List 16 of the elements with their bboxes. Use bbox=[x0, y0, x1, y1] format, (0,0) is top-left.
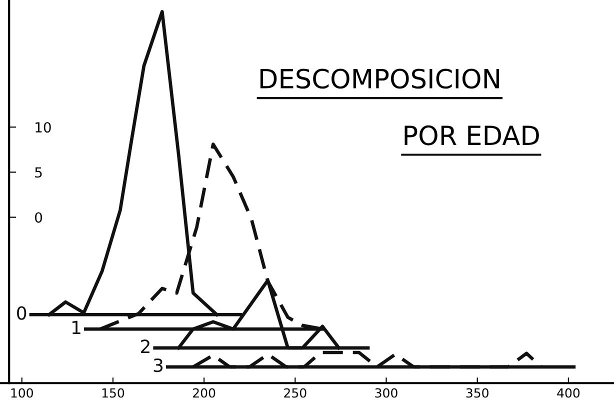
x-tick-label: 100 bbox=[11, 388, 33, 398]
x-tick-label: 350 bbox=[466, 388, 488, 398]
series-label: 2 bbox=[141, 340, 150, 353]
series-label: 1 bbox=[72, 320, 80, 334]
series-label: 3 bbox=[154, 358, 163, 372]
text: DESCOMPOSICION bbox=[260, 68, 499, 89]
y-tick-label: 5 bbox=[35, 167, 42, 178]
x-tick-label: 150 bbox=[102, 388, 124, 398]
y-tick-label: 10 bbox=[36, 122, 51, 133]
text: POR EDAD bbox=[404, 125, 539, 146]
y-tick-label: 0 bbox=[35, 212, 42, 223]
x-tick-label: 250 bbox=[284, 388, 306, 398]
series-label: 0 bbox=[17, 306, 26, 320]
x-tick-label: 200 bbox=[193, 388, 216, 398]
x-tick-label: 300 bbox=[375, 388, 398, 398]
x-tick-label: 400 bbox=[557, 388, 580, 398]
